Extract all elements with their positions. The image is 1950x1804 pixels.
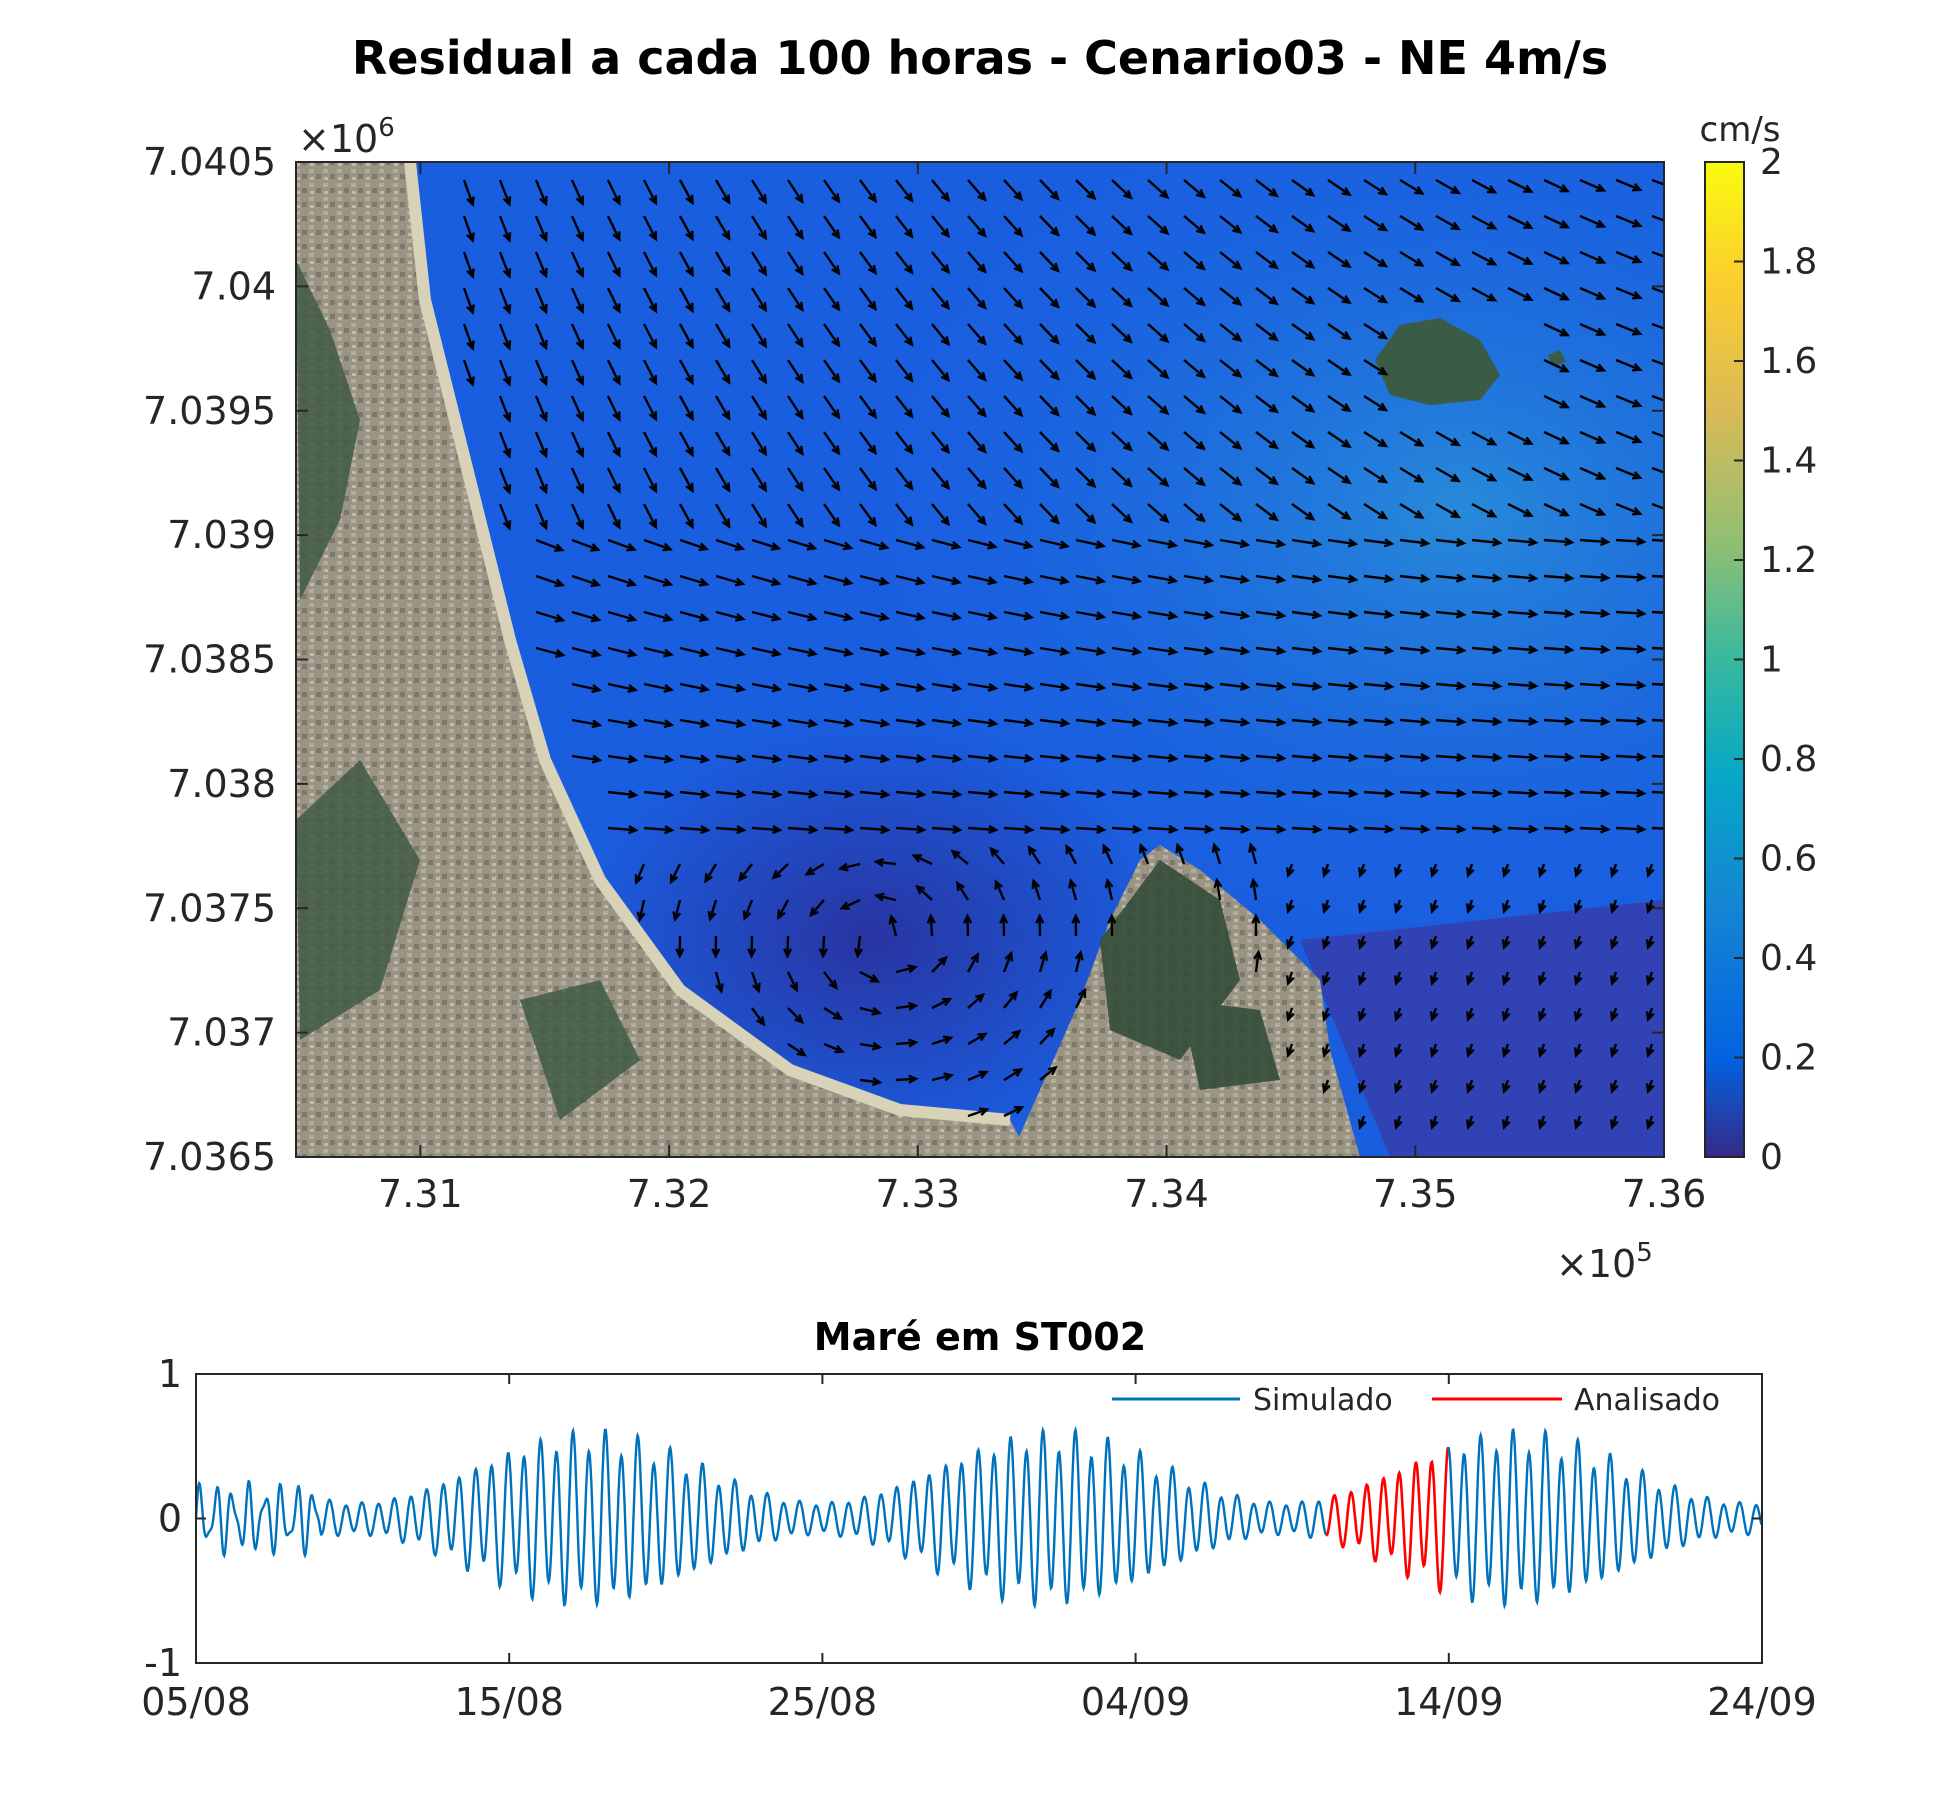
- map-plot: [296, 162, 1680, 1157]
- flow-arrow: [1652, 648, 1680, 649]
- tide-y-tick-label: -1: [144, 1641, 182, 1685]
- colorbar-tick-label: 0: [1760, 1137, 1783, 1178]
- flow-arrow-head: [1673, 718, 1680, 725]
- flow-arrow-head: [1668, 435, 1676, 442]
- flow-arrow-head: [1668, 399, 1676, 406]
- legend-label-analisado: Analisado: [1574, 1383, 1720, 1418]
- flow-arrow: [1652, 576, 1680, 577]
- tide-title: Maré em ST002: [814, 1315, 1146, 1359]
- flow-arrow: [1652, 540, 1680, 541]
- colorbar-tick-label: 1.4: [1760, 441, 1817, 482]
- map-x-tick-label: 7.33: [876, 1172, 961, 1216]
- flow-arrow-head: [1673, 646, 1680, 653]
- flow-arrow-head: [1668, 255, 1676, 262]
- colorbar-tick-label: 1.2: [1760, 540, 1817, 581]
- map-y-tick-label: 7.0385: [143, 638, 276, 682]
- flow-arrow-head: [1673, 610, 1680, 617]
- tide-y-tick-label: 1: [158, 1352, 182, 1396]
- colorbar-tick-label: 1.8: [1760, 242, 1817, 283]
- colorbar-tick-label: 0.8: [1760, 739, 1817, 780]
- flow-arrow-head: [1668, 183, 1676, 190]
- map-y-tick-label: 7.038: [167, 762, 276, 806]
- flow-arrow: [1652, 828, 1680, 829]
- tide-x-tick-label: 25/08: [768, 1680, 878, 1724]
- flow-arrow-head: [1668, 471, 1676, 478]
- flow-arrow-head: [1668, 507, 1676, 514]
- flow-arrow: [1652, 756, 1680, 757]
- colorbar-tick-label: 1.6: [1760, 341, 1817, 382]
- legend-label-simulado: Simulado: [1253, 1383, 1393, 1418]
- y-exponent: ×106: [298, 113, 395, 161]
- tide-x-tick-label: 05/08: [141, 1680, 251, 1724]
- flow-arrow-head: [1673, 790, 1680, 797]
- flow-arrow: [1652, 720, 1680, 721]
- colorbar-tick-label: 0.2: [1760, 1038, 1817, 1079]
- flow-arrow-head: [1673, 574, 1680, 581]
- tide-x-tick-label: 04/09: [1081, 1680, 1191, 1724]
- map-title: Residual a cada 100 horas - Cenario03 - …: [352, 31, 1608, 85]
- map-y-tick-label: 7.04: [191, 264, 276, 308]
- map-y-tick-label: 7.0365: [143, 1135, 276, 1179]
- flow-arrow-head: [1668, 327, 1676, 334]
- tide-y-tick-label: 0: [158, 1497, 182, 1541]
- map-x-tick-label: 7.34: [1124, 1172, 1209, 1216]
- map-y-tick-label: 7.0405: [143, 140, 276, 184]
- tide-x-tick-label: 14/09: [1394, 1680, 1504, 1724]
- flow-arrow-head: [1668, 291, 1676, 298]
- flow-arrow-head: [1673, 682, 1680, 689]
- map-x-tick-label: 7.35: [1373, 1172, 1458, 1216]
- flow-arrow-head: [1668, 219, 1676, 226]
- x-exponent: ×105: [1556, 1238, 1653, 1286]
- colorbar-tick-label: 2: [1760, 142, 1783, 183]
- flow-arrow: [1652, 612, 1680, 613]
- colorbar-tick-label: 1: [1760, 640, 1783, 681]
- flow-arrow-head: [1673, 538, 1680, 545]
- flow-arrow-head: [1673, 826, 1680, 833]
- map-y-tick-label: 7.0395: [143, 389, 276, 433]
- tide-x-tick-label: 15/08: [454, 1680, 564, 1724]
- colorbar-ticks: 0 0.2 0.4 0.6 0.8 1 1.2 1.4 1.6 1.8 2: [1734, 142, 1817, 1178]
- map-x-tick-label: 7.36: [1622, 1172, 1707, 1216]
- map-y-tick-label: 7.0375: [143, 886, 276, 930]
- flow-arrow-head: [1668, 363, 1676, 370]
- map-y-tick-label: 7.039: [167, 513, 276, 557]
- flow-arrow: [1652, 684, 1680, 685]
- colorbar-tick-label: 0.4: [1760, 938, 1817, 979]
- map-x-tick-label: 7.32: [627, 1172, 712, 1216]
- tide-x-tick-label: 24/09: [1707, 1680, 1817, 1724]
- colorbar-tick-label: 0.6: [1760, 839, 1817, 880]
- map-x-tick-label: 7.31: [378, 1172, 463, 1216]
- flow-arrow-head: [1673, 754, 1680, 761]
- flow-arrow: [1652, 792, 1680, 793]
- map-y-tick-label: 7.037: [167, 1011, 276, 1055]
